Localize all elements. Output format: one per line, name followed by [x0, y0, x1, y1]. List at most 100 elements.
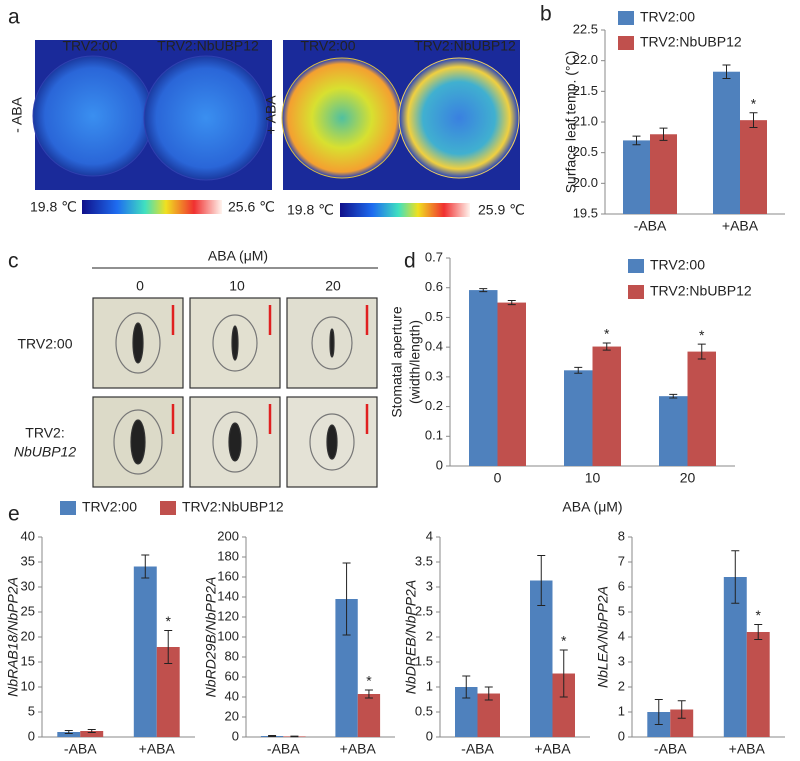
significance-marker: *	[561, 633, 567, 649]
y-tick-label: 22.0	[573, 52, 598, 67]
y-tick-label: 160	[217, 568, 239, 583]
y-tick-label: 5	[618, 603, 625, 618]
x-tick-label: +ABA	[722, 218, 759, 234]
x-tick-label: 10	[585, 470, 601, 486]
y-axis-label: Surface leaf temp. (°C)	[563, 51, 579, 194]
micrographs	[92, 297, 378, 488]
scale-min: 19.8 ℃	[30, 199, 77, 215]
bar	[723, 577, 747, 737]
legend-swatch	[60, 501, 76, 515]
column-label: 20	[325, 278, 341, 294]
y-tick-label: 21.0	[573, 113, 598, 128]
panel-label: d	[404, 250, 416, 273]
y-tick-label: 0.7	[425, 249, 443, 264]
error-bar	[754, 624, 763, 640]
y-tick-label: 20	[21, 628, 35, 643]
y-tick-label: 180	[217, 548, 239, 563]
y-tick-label: 0.4	[425, 339, 443, 354]
y-axis-label: NbRD29B/NbPP2A	[203, 577, 219, 698]
significance-marker: *	[751, 96, 757, 112]
error-bar	[731, 550, 740, 604]
error-bar	[559, 649, 568, 698]
bar	[455, 687, 478, 737]
y-tick-label: 0.2	[425, 398, 443, 413]
error-bar	[479, 288, 488, 293]
error-bar	[602, 342, 611, 351]
y-tick-label: 5	[28, 703, 35, 718]
y-tick-label: 3	[426, 578, 433, 593]
bar	[133, 566, 157, 737]
legend-label: TRV2:00	[640, 9, 695, 25]
x-axis-label: ABA (μM)	[562, 499, 622, 515]
y-axis-label: NbLEA/NbPP2A	[595, 586, 611, 688]
y-tick-label: 35	[21, 553, 35, 568]
error-bar	[141, 554, 150, 579]
panel-label: c	[8, 250, 19, 273]
bar	[477, 693, 500, 737]
y-tick-label: 4	[618, 628, 625, 643]
row-label: NbUBP12	[14, 444, 76, 460]
error-bar	[632, 135, 641, 146]
error-bar	[342, 562, 351, 636]
row-label: + ABA	[263, 95, 279, 135]
bar	[530, 580, 553, 737]
y-tick-label: 20.5	[573, 144, 598, 159]
bar	[564, 370, 593, 466]
error-bar	[290, 735, 299, 738]
error-bar	[697, 343, 706, 360]
error-bar	[659, 127, 668, 141]
legend-swatch	[160, 501, 176, 515]
y-tick-label: 0	[436, 457, 443, 472]
error-bar	[507, 299, 516, 306]
x-tick-label: -ABA	[634, 218, 667, 234]
y-axis-label: NbRAB18/NbPP2A	[5, 577, 21, 697]
error-bar	[64, 730, 73, 734]
bar	[357, 694, 381, 737]
y-tick-label: 120	[217, 608, 239, 623]
legend-swatch	[628, 285, 644, 299]
significance-marker: *	[699, 327, 705, 343]
y-tick-label: 40	[225, 688, 239, 703]
y-tick-label: 3.5	[415, 553, 433, 568]
legend-label: TRV2:NbUBP12	[640, 34, 742, 50]
legend-label: TRV2:00	[82, 499, 137, 515]
error-bar	[537, 555, 546, 606]
error-bar	[669, 393, 678, 399]
error-bar	[364, 689, 373, 699]
y-tick-label: 100	[217, 628, 239, 643]
bar	[552, 673, 575, 737]
panel-label: b	[540, 3, 552, 26]
y-tick-label: 25	[21, 603, 35, 618]
y-tick-label: 21.5	[573, 83, 598, 98]
thermal-image	[281, 40, 520, 190]
error-bar	[164, 630, 173, 664]
x-tick-label: -ABA	[461, 741, 494, 757]
y-tick-label: 8	[618, 528, 625, 543]
y-tick-label: 1	[618, 703, 625, 718]
x-tick-label: +ABA	[534, 741, 571, 757]
y-tick-label: 0.6	[425, 279, 443, 294]
y-tick-label: 1.5	[415, 653, 433, 668]
y-tick-label: 0.5	[425, 309, 443, 324]
significance-marker: *	[366, 673, 372, 689]
error-bar	[749, 112, 758, 129]
y-tick-label: 0	[28, 728, 35, 743]
image-label: TRV2:NbUBP12	[414, 38, 516, 54]
y-axis-label: Stomatal aperture	[389, 306, 405, 417]
error-bar	[677, 700, 686, 719]
x-tick-label: -ABA	[267, 741, 300, 757]
x-tick-label: +ABA	[139, 741, 176, 757]
bar	[650, 134, 677, 214]
bar	[497, 302, 526, 466]
bar	[469, 290, 498, 466]
y-axis-label: NbDREB/NbPP2A	[403, 580, 419, 694]
bar	[80, 731, 104, 737]
image-label: TRV2:NbUBP12	[157, 38, 259, 54]
legend-label: TRV2:NbUBP12	[182, 499, 284, 515]
row-label: TRV2:00	[18, 336, 73, 352]
bar	[687, 351, 716, 466]
error-bar	[654, 699, 663, 725]
error-bar	[484, 686, 493, 701]
y-tick-label: 200	[217, 528, 239, 543]
bar	[740, 120, 767, 214]
